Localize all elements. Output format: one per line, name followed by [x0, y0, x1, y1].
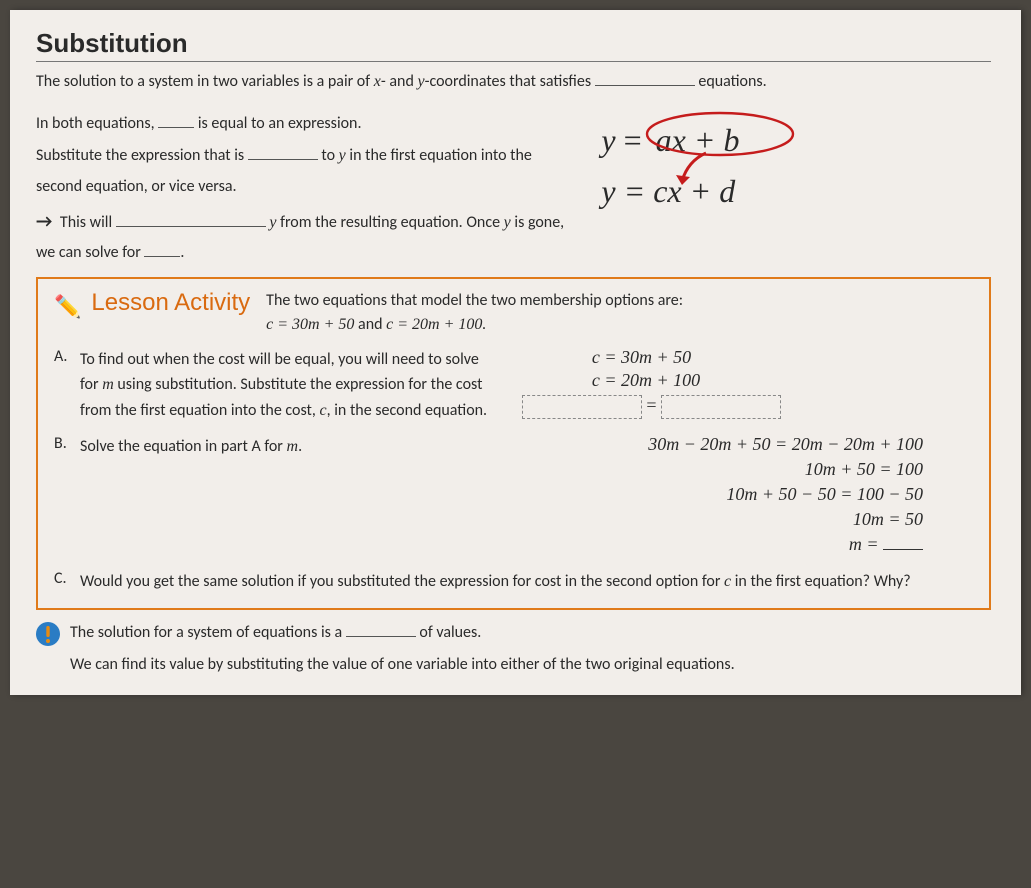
- note-line-1: The solution for a system of equations i…: [70, 620, 991, 646]
- text: and: [354, 315, 386, 334]
- text: is equal to an expression.: [194, 114, 361, 133]
- dashed-equation: =: [522, 395, 973, 419]
- text: Substitute the expression that is: [36, 146, 248, 165]
- text: equations.: [695, 72, 767, 91]
- text: The solution to a system in two variable…: [36, 72, 374, 91]
- note-text: The solution for a system of equations i…: [70, 620, 991, 677]
- fill-blank[interactable]: [116, 211, 266, 227]
- activity-header: ✏️ Lesson Activity The two equations tha…: [54, 289, 973, 337]
- text: Solve the equation in part A for: [80, 437, 287, 456]
- fill-blank[interactable]: [248, 144, 318, 160]
- equals: =: [646, 395, 661, 415]
- key-note: The solution for a system of equations i…: [36, 620, 991, 677]
- text: of values.: [416, 623, 482, 642]
- m-equals: m =: [849, 534, 883, 554]
- text: -coordinates that satisfies: [425, 72, 595, 91]
- var-x: x: [374, 73, 381, 90]
- text: , in the second equation.: [327, 401, 487, 420]
- equation-2: y = cx + d: [601, 166, 991, 217]
- page-title: Substitution: [36, 28, 991, 62]
- part-b-label: B.: [54, 434, 74, 559]
- text: to: [318, 146, 339, 165]
- lesson-activity-box: ✏️ Lesson Activity The two equations tha…: [36, 277, 991, 610]
- eq-line: c = 20m + 100: [522, 370, 973, 391]
- text: .: [298, 437, 302, 456]
- intro-line-2: In both equations, is equal to an expres…: [36, 109, 581, 139]
- part-b-text: Solve the equation in part A for m.: [80, 434, 492, 559]
- exclamation-icon: [36, 622, 60, 646]
- intro-line-3: Substitute the expression that is to y i…: [36, 141, 581, 202]
- fill-blank[interactable]: [158, 112, 194, 128]
- part-b-row: B. Solve the equation in part A for m. 3…: [54, 434, 973, 559]
- eq1-rhs: ax + b: [656, 122, 740, 158]
- text: Would you get the same solution if you s…: [80, 572, 724, 591]
- text: The solution for a system of equations i…: [70, 623, 346, 642]
- text: .: [180, 243, 184, 262]
- var-y: y: [417, 73, 424, 90]
- fill-blank[interactable]: [883, 549, 923, 550]
- eq1-lhs: y: [601, 122, 615, 158]
- var-c: c: [320, 402, 327, 419]
- intro-line-1: The solution to a system in two variable…: [36, 70, 991, 95]
- eq1-eq: =: [616, 122, 650, 158]
- answer-box[interactable]: [661, 395, 781, 419]
- activity-title: Lesson Activity: [91, 289, 250, 317]
- activity-description: The two equations that model the two mem…: [266, 289, 683, 337]
- var-y: y: [339, 147, 346, 164]
- equation-1: y = ax + b: [601, 115, 991, 166]
- intro-line-4: → This will y from the resulting equatio…: [36, 204, 581, 269]
- part-c-label: C.: [54, 569, 74, 595]
- eq: c = 20m + 100.: [386, 316, 486, 333]
- notes-equation-row: In both equations, is equal to an expres…: [36, 109, 991, 271]
- part-c-text: Would you get the same solution if you s…: [80, 569, 973, 595]
- eq-line: c = 30m + 50: [522, 347, 973, 368]
- fill-blank[interactable]: [144, 241, 180, 257]
- text: from the resulting equation. Once: [276, 213, 503, 232]
- pencil-icon: ✏️: [54, 293, 81, 320]
- step: 10m + 50 − 50 = 100 − 50: [522, 484, 973, 505]
- note-line-2: We can find its value by substituting th…: [70, 652, 991, 678]
- step: 30m − 20m + 50 = 20m − 20m + 100: [522, 434, 973, 455]
- fill-blank[interactable]: [346, 621, 416, 637]
- arrow-icon: →: [36, 210, 52, 232]
- step: 10m + 50 = 100: [522, 459, 973, 480]
- answer-box[interactable]: [522, 395, 642, 419]
- eq: c = 30m + 50: [266, 316, 354, 333]
- part-a-label: A.: [54, 347, 74, 424]
- text: - and: [381, 72, 418, 91]
- circled-expression: ax + b: [650, 115, 746, 166]
- var-y: y: [504, 214, 511, 231]
- step: 10m = 50: [522, 509, 973, 530]
- var-m: m: [287, 438, 299, 455]
- var-m: m: [102, 376, 114, 393]
- part-a-math: c = 30m + 50 c = 20m + 100 =: [522, 347, 973, 424]
- notes-column: In both equations, is equal to an expres…: [36, 109, 581, 271]
- final-answer: m =: [522, 534, 973, 555]
- text: The two equations that model the two mem…: [266, 291, 683, 310]
- equation-column: y = ax + b y = cx + d: [601, 109, 991, 271]
- fill-blank[interactable]: [595, 70, 695, 86]
- part-a-row: A. To find out when the cost will be equ…: [54, 347, 973, 424]
- text: In both equations,: [36, 114, 158, 133]
- part-a-text: To find out when the cost will be equal,…: [80, 347, 492, 424]
- part-b-math: 30m − 20m + 50 = 20m − 20m + 100 10m + 5…: [522, 434, 973, 559]
- part-c-row: C. Would you get the same solution if yo…: [54, 569, 973, 595]
- worksheet-page: Substitution The solution to a system in…: [10, 10, 1021, 695]
- text: in the first equation? Why?: [731, 572, 911, 591]
- text: This will: [60, 213, 116, 232]
